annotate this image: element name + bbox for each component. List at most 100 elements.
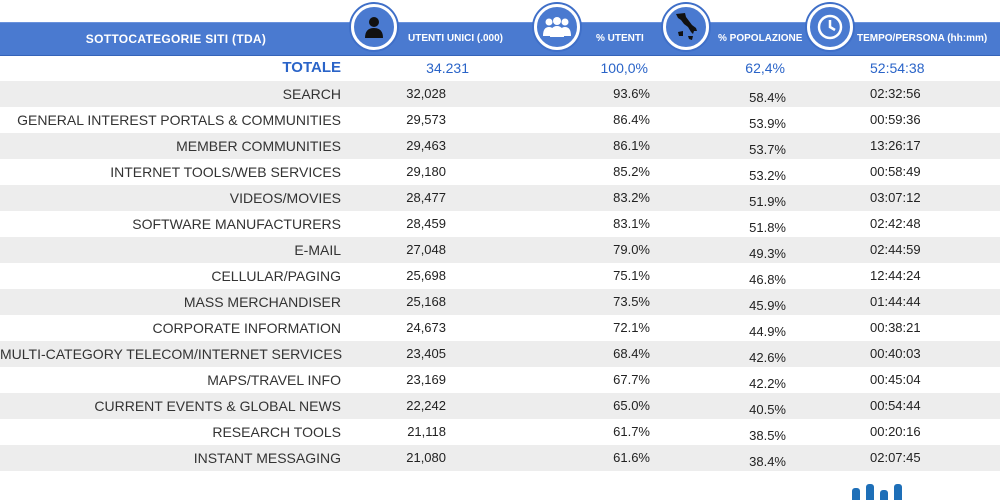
row-pct-population: 51.9%	[749, 194, 786, 209]
row-pct-population: 53.2%	[749, 168, 786, 183]
row-unique-users: 21,118	[407, 424, 446, 439]
row-pct-users: 67.7%	[613, 372, 650, 387]
row-pct-population: 40.5%	[749, 402, 786, 417]
row-time-per-person: 01:44:44	[870, 294, 921, 309]
row-time-per-person: 03:07:12	[870, 190, 921, 205]
row-pct-users: 68.4%	[613, 346, 650, 361]
row-unique-users: 23,405	[406, 346, 446, 361]
row-time-per-person: 00:40:03	[870, 346, 921, 361]
row-pct-users: 75.1%	[613, 268, 650, 283]
row-category: GENERAL INTEREST PORTALS & COMMUNITIES	[17, 112, 341, 128]
row-pct-users: 79.0%	[613, 242, 650, 257]
row-pct-population: 51.8%	[749, 220, 786, 235]
row-pct-population: 58.4%	[749, 90, 786, 105]
table-row: SEARCH 32,028 93.6% 58.4% 02:32:56	[0, 81, 1000, 107]
clock-icon	[807, 4, 853, 50]
row-pct-users: 72.1%	[613, 320, 650, 335]
italy-map-icon	[663, 4, 709, 50]
row-pct-users: 83.1%	[613, 216, 650, 231]
row-pct-population: 49.3%	[749, 246, 786, 261]
row-category: INTERNET TOOLS/WEB SERVICES	[110, 164, 341, 180]
table-row: CURRENT EVENTS & GLOBAL NEWS 22,242 65.0% 4…	[0, 393, 1000, 419]
row-pct-users: 65.0%	[613, 398, 650, 413]
top-caption-fragment	[0, 0, 1000, 8]
total-label: TOTALE	[282, 59, 341, 76]
row-time-per-person: 02:32:56	[870, 86, 921, 101]
total-time: 52:54:38	[870, 60, 925, 76]
row-time-per-person: 00:59:36	[870, 112, 921, 127]
table-row: INTERNET TOOLS/WEB SERVICES 29,180 85.2% 53…	[0, 159, 1000, 185]
row-unique-users: 21,080	[406, 450, 446, 465]
row-pct-users: 73.5%	[613, 294, 650, 309]
row-pct-users: 93.6%	[613, 86, 650, 101]
row-pct-users: 85.2%	[613, 164, 650, 179]
row-pct-population: 46.8%	[749, 272, 786, 287]
row-category: VIDEOS/MOVIES	[229, 190, 341, 206]
row-category: SEARCH	[282, 86, 341, 102]
total-row: TOTALE 34.231 100,0% 62,4% 52:54:38	[0, 55, 1000, 81]
row-category: CELLULAR/PAGING	[211, 268, 341, 284]
row-category: INSTANT MESSAGING	[193, 450, 341, 466]
row-unique-users: 22,242	[406, 398, 446, 413]
table-row: GENERAL INTEREST PORTALS & COMMUNITIES 29…	[0, 107, 1000, 133]
row-unique-users: 23,169	[406, 372, 446, 387]
total-pct-users: 100,0%	[600, 60, 648, 76]
row-pct-population: 45.9%	[749, 298, 786, 313]
row-category: RESEARCH TOOLS	[212, 424, 341, 440]
table-row: INSTANT MESSAGING 21,080 61.6% 38.4% 02:07:4…	[0, 445, 1000, 471]
row-time-per-person: 02:42:48	[870, 216, 921, 231]
total-users: 34.231	[426, 60, 469, 76]
row-time-per-person: 00:38:21	[870, 320, 921, 335]
row-unique-users: 29,463	[406, 138, 446, 153]
header-time-per-person: TEMPO/PERSONA (hh:mm)	[857, 33, 988, 44]
row-pct-population: 38.5%	[749, 428, 786, 443]
row-time-per-person: 00:54:44	[870, 398, 921, 413]
row-time-per-person: 00:45:04	[870, 372, 921, 387]
table-row: CORPORATE INFORMATION 24,673 72.1% 44.9% 00:…	[0, 315, 1000, 341]
row-unique-users: 28,477	[406, 190, 446, 205]
row-unique-users: 29,573	[406, 112, 446, 127]
row-unique-users: 32,028	[406, 86, 446, 101]
row-time-per-person: 13:26:17	[870, 138, 921, 153]
total-pct-pop: 62,4%	[745, 60, 785, 76]
row-unique-users: 25,168	[406, 294, 446, 309]
table-row: MAPS/TRAVEL INFO 23,169 67.7% 42.2% 00:45:04	[0, 367, 1000, 393]
table-row: MEMBER COMMUNITIES 29,463 86.1% 53.7% 13:26:…	[0, 133, 1000, 159]
row-pct-population: 42.2%	[749, 376, 786, 391]
row-time-per-person: 02:44:59	[870, 242, 921, 257]
header-category: SOTTOCATEGORIE SITI (TDA)	[85, 32, 267, 46]
table-row: RESEARCH TOOLS 21,118 61.7% 38.5% 00:20:16	[0, 419, 1000, 445]
row-unique-users: 28,459	[406, 216, 446, 231]
person-icon	[351, 4, 397, 50]
row-pct-users: 86.1%	[613, 138, 650, 153]
row-category: CORPORATE INFORMATION	[152, 320, 341, 336]
row-category: CURRENT EVENTS & GLOBAL NEWS	[94, 398, 341, 414]
row-pct-population: 53.7%	[749, 142, 786, 157]
row-pct-population: 42.6%	[749, 350, 786, 365]
table-row: CELLULAR/PAGING 25,698 75.1% 46.8% 12:44:24	[0, 263, 1000, 289]
header-pct-population: % POPOLAZIONE	[718, 33, 803, 44]
table-row: SOFTWARE MANUFACTURERS 28,459 83.1% 51.8% 02…	[0, 211, 1000, 237]
row-category: MEMBER COMMUNITIES	[176, 138, 341, 154]
row-pct-users: 61.6%	[613, 450, 650, 465]
header-unique-users: UTENTI UNICI (.000)	[408, 33, 504, 44]
group-icon	[534, 4, 580, 50]
row-unique-users: 24,673	[406, 320, 446, 335]
table-row: VIDEOS/MOVIES 28,477 83.2% 51.9% 03:07:12	[0, 185, 1000, 211]
row-pct-users: 61.7%	[613, 424, 650, 439]
row-pct-users: 86.4%	[613, 112, 650, 127]
row-category: MASS MERCHANDISER	[183, 294, 341, 310]
table-row: MULTI-CATEGORY TELECOM/INTERNET SERVICES…	[0, 341, 1000, 367]
row-category: SOFTWARE MANUFACTURERS	[132, 216, 341, 232]
row-pct-population: 44.9%	[749, 324, 786, 339]
row-unique-users: 25,698	[406, 268, 446, 283]
row-time-per-person: 00:20:16	[870, 424, 921, 439]
row-unique-users: 29,180	[406, 164, 446, 179]
row-category: MULTI-CATEGORY TELECOM/INTERNET SERVICES	[0, 346, 343, 362]
table-row: MASS MERCHANDISER 25,168 73.5% 45.9% 01:44:4…	[0, 289, 1000, 315]
header-pct-users: % UTENTI	[596, 33, 644, 44]
row-category: MAPS/TRAVEL INFO	[207, 372, 341, 388]
brand-logo	[848, 484, 928, 500]
row-pct-population: 53.9%	[749, 116, 786, 131]
row-pct-users: 83.2%	[613, 190, 650, 205]
